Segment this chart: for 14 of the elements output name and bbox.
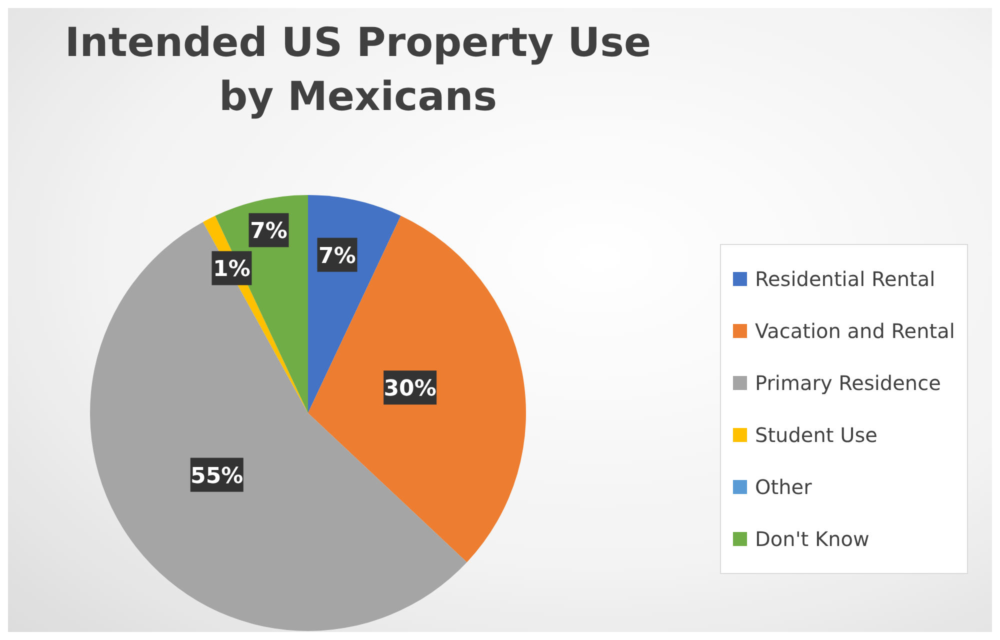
legend-label: Vacation and Rental bbox=[755, 319, 955, 343]
pie-slice bbox=[308, 216, 526, 562]
legend-label: Don't Know bbox=[755, 527, 870, 551]
data-label: 1% bbox=[213, 257, 250, 282]
data-label: 7% bbox=[318, 244, 356, 269]
legend-label: Residential Rental bbox=[755, 267, 936, 291]
legend-label: Other bbox=[755, 475, 812, 499]
legend-label: Primary Residence bbox=[755, 371, 941, 395]
data-label: 7% bbox=[250, 219, 288, 244]
chart-title: Intended US Property Use by Mexicans bbox=[64, 19, 652, 122]
legend-label: Student Use bbox=[755, 423, 878, 447]
pie-slice bbox=[90, 222, 467, 631]
data-label: 30% bbox=[384, 376, 436, 402]
data-label: 55% bbox=[190, 464, 244, 489]
